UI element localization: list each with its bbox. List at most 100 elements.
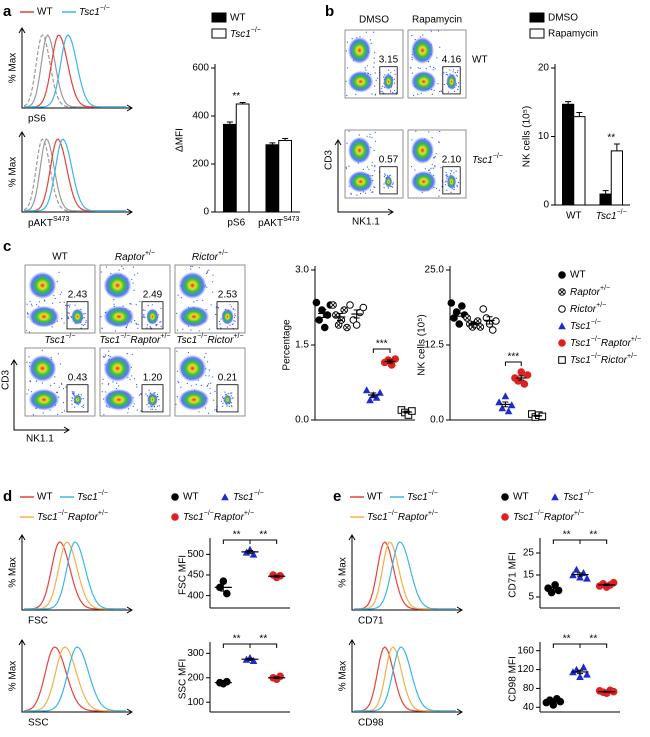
flow-event (450, 170, 452, 172)
flow-cluster (347, 36, 372, 64)
flow-event (28, 356, 30, 358)
sem-bar (518, 375, 525, 381)
flow-event (114, 330, 117, 332)
text-part: −/− (98, 490, 108, 497)
flow-event (67, 304, 69, 307)
text-part: Tsc1 (570, 321, 591, 332)
gate (379, 166, 398, 195)
flow-event (156, 405, 159, 407)
histogram-curve (354, 541, 456, 610)
flow-event (232, 397, 234, 399)
flow-event (444, 184, 446, 186)
data-point (501, 392, 510, 400)
flow-event (60, 291, 63, 293)
column-header: Tsc1−/−Raptor+/− (99, 333, 170, 345)
flow-event (365, 31, 367, 33)
y-tick-label: 5 (528, 592, 534, 603)
text-part: +/− (98, 510, 108, 517)
bar (599, 193, 612, 206)
flow-event (215, 306, 217, 308)
data-point (372, 393, 381, 401)
text-part: −/− (428, 490, 438, 497)
bar (265, 144, 280, 213)
flow-event (455, 74, 457, 76)
legend-label: WT (230, 13, 246, 24)
flow-event (71, 391, 73, 393)
flow-event (383, 176, 385, 178)
gate (141, 384, 164, 413)
flow-cluster (347, 70, 374, 93)
text-part: +/− (627, 353, 637, 360)
legend-marker (558, 271, 566, 279)
histogram-curve (354, 541, 456, 610)
legend-label: Tsc1−/− (77, 490, 108, 502)
data-point (547, 588, 556, 597)
x-axis-label: NK1.1 (26, 434, 54, 445)
flow-event (176, 396, 178, 398)
flow-event (437, 83, 439, 85)
column-header: Tsc1−/− (45, 333, 76, 345)
text-part: Tsc1 (596, 211, 617, 222)
flow-event (26, 303, 28, 305)
data-point (366, 396, 374, 404)
sem-bar (370, 392, 377, 398)
flow-event (374, 131, 376, 133)
flow-event (434, 68, 436, 70)
text-part: +/− (218, 250, 228, 257)
flow-event (212, 274, 214, 276)
flow-cluster (28, 388, 60, 411)
column-header: Rapamycin (412, 15, 462, 26)
flow-event (371, 165, 373, 167)
flow-event (135, 322, 137, 324)
flow-event (118, 269, 120, 271)
data-point (476, 323, 485, 331)
flow-event (131, 278, 133, 280)
flow-event (41, 382, 43, 384)
flow-event (420, 92, 422, 94)
marker-cross (341, 307, 347, 313)
flow-event (411, 72, 413, 74)
flow-event (148, 406, 150, 408)
gate-value: 1.20 (143, 373, 163, 384)
text-part: −/− (58, 510, 68, 517)
flow-cluster (221, 308, 234, 325)
flow-event (430, 167, 432, 169)
flow-event (392, 182, 394, 184)
text-part: +/− (596, 302, 606, 309)
flow-event (366, 65, 369, 67)
flow-event (445, 172, 447, 174)
flow-cluster (410, 170, 437, 193)
flow-event (121, 265, 123, 267)
text-part: Rictor (570, 304, 597, 315)
text-part: Tsc1 (570, 338, 591, 349)
y-tick-label: 12.5 (425, 340, 445, 351)
text-part: Raptor (570, 287, 601, 298)
legend-swatch (529, 12, 545, 23)
y-tick-label: 500 (187, 549, 204, 560)
flow-event (128, 408, 130, 410)
flow-event (207, 361, 209, 363)
flow-event (369, 133, 371, 135)
arrowhead (126, 104, 133, 112)
flow-cluster (147, 392, 158, 407)
flow-event (369, 189, 371, 191)
error-bar (613, 143, 620, 151)
y-tick-label: 300 (187, 648, 204, 659)
bar (223, 123, 237, 213)
panel-label: a (3, 3, 12, 20)
flow-event (82, 324, 84, 326)
sem-bar (273, 676, 280, 680)
histogram-curve (354, 646, 456, 712)
flow-event (419, 67, 421, 69)
flow-event (438, 195, 440, 197)
flow-event (208, 328, 210, 330)
data-point (576, 672, 584, 680)
flow-event (445, 71, 447, 73)
flow-event (450, 172, 452, 175)
arrowhead (387, 208, 394, 216)
y-tick-label: 120 (517, 664, 534, 675)
flow-event (455, 170, 457, 172)
flow-event (26, 329, 28, 331)
gate-value: 2.43 (68, 290, 88, 301)
flow-cluster (446, 73, 457, 90)
